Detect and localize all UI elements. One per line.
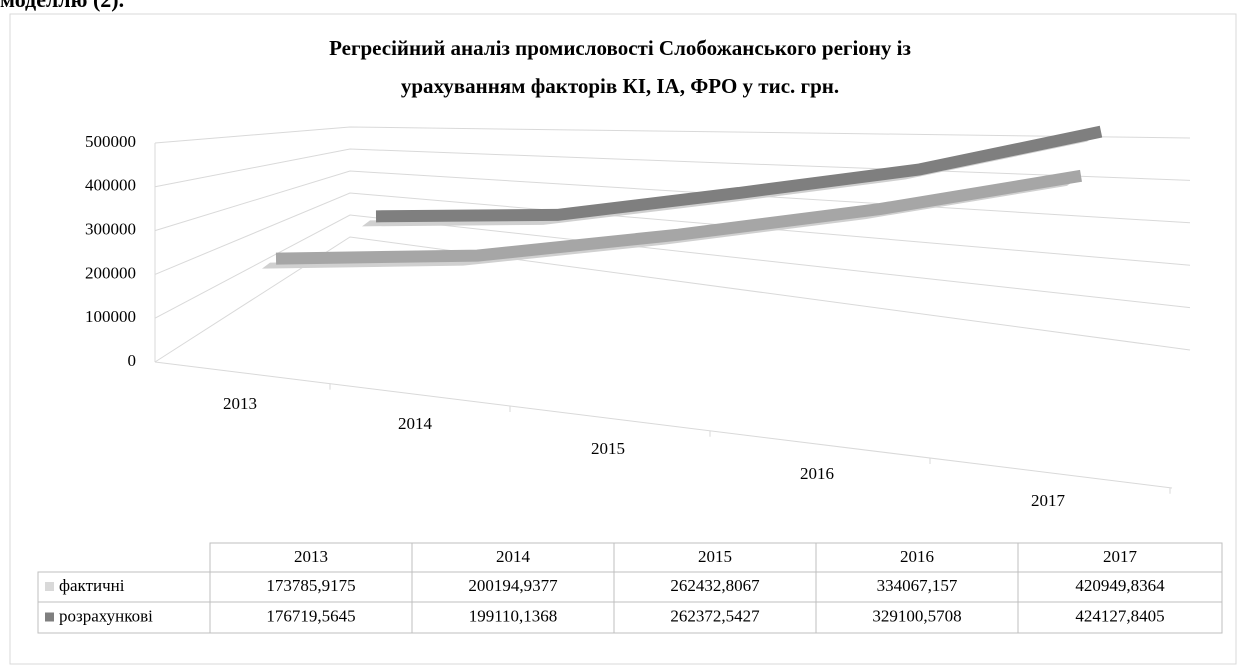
y-tick-label: 300000 [85,220,136,239]
grid-line [154,236,1191,363]
table-cell: 262372,5427 [670,606,760,625]
x-tick-label: 2017 [1031,491,1066,510]
header-text: моделлю (2). [0,0,124,12]
legend-label: розрахункові [59,606,153,625]
y-tick-label: 200000 [85,263,136,282]
legend-key [45,582,54,591]
chart-frame [9,13,1237,665]
y-tick-label: 100000 [85,307,136,326]
table-cell: 199110,1368 [469,606,558,625]
table-header: 2016 [900,547,934,566]
x-tick-label: 2015 [591,439,625,458]
x-tick-label: 2016 [800,464,834,483]
table-cell: 420949,8364 [1075,576,1165,595]
chart-title: Регресійний аналіз промисловості Слобожа… [329,36,911,98]
table-cell: 424127,8405 [1075,606,1164,625]
table-cell: 329100,5708 [872,606,961,625]
y-tick-label: 500000 [85,132,136,151]
y-tick-label: 0 [128,351,137,370]
table-header: 2014 [496,547,531,566]
grid-line [154,192,1191,275]
legend-key [45,612,54,622]
x-tick-label: 2013 [223,394,257,413]
x-tick-label: 2014 [398,414,433,433]
x-axis [154,361,1173,489]
series-ribbon [275,169,1082,265]
legend-label: фактичні [59,576,125,595]
table-cell: 176719,5645 [266,606,355,625]
table-cell: 334067,157 [877,576,958,595]
grid-line [154,126,1191,144]
table-cell: 173785,9175 [266,576,355,595]
table-header: 2013 [294,547,328,566]
table-header: 2015 [698,547,732,566]
table-header: 2017 [1103,547,1138,566]
grid-line [154,214,1191,319]
y-tick-label: 400000 [85,176,136,195]
series-ribbon [375,125,1103,223]
title-text: Регресійний аналіз промисловості Слобожа… [329,36,911,98]
table-cell: 262432,8067 [670,576,760,595]
table-cell: 200194,9377 [468,576,558,595]
